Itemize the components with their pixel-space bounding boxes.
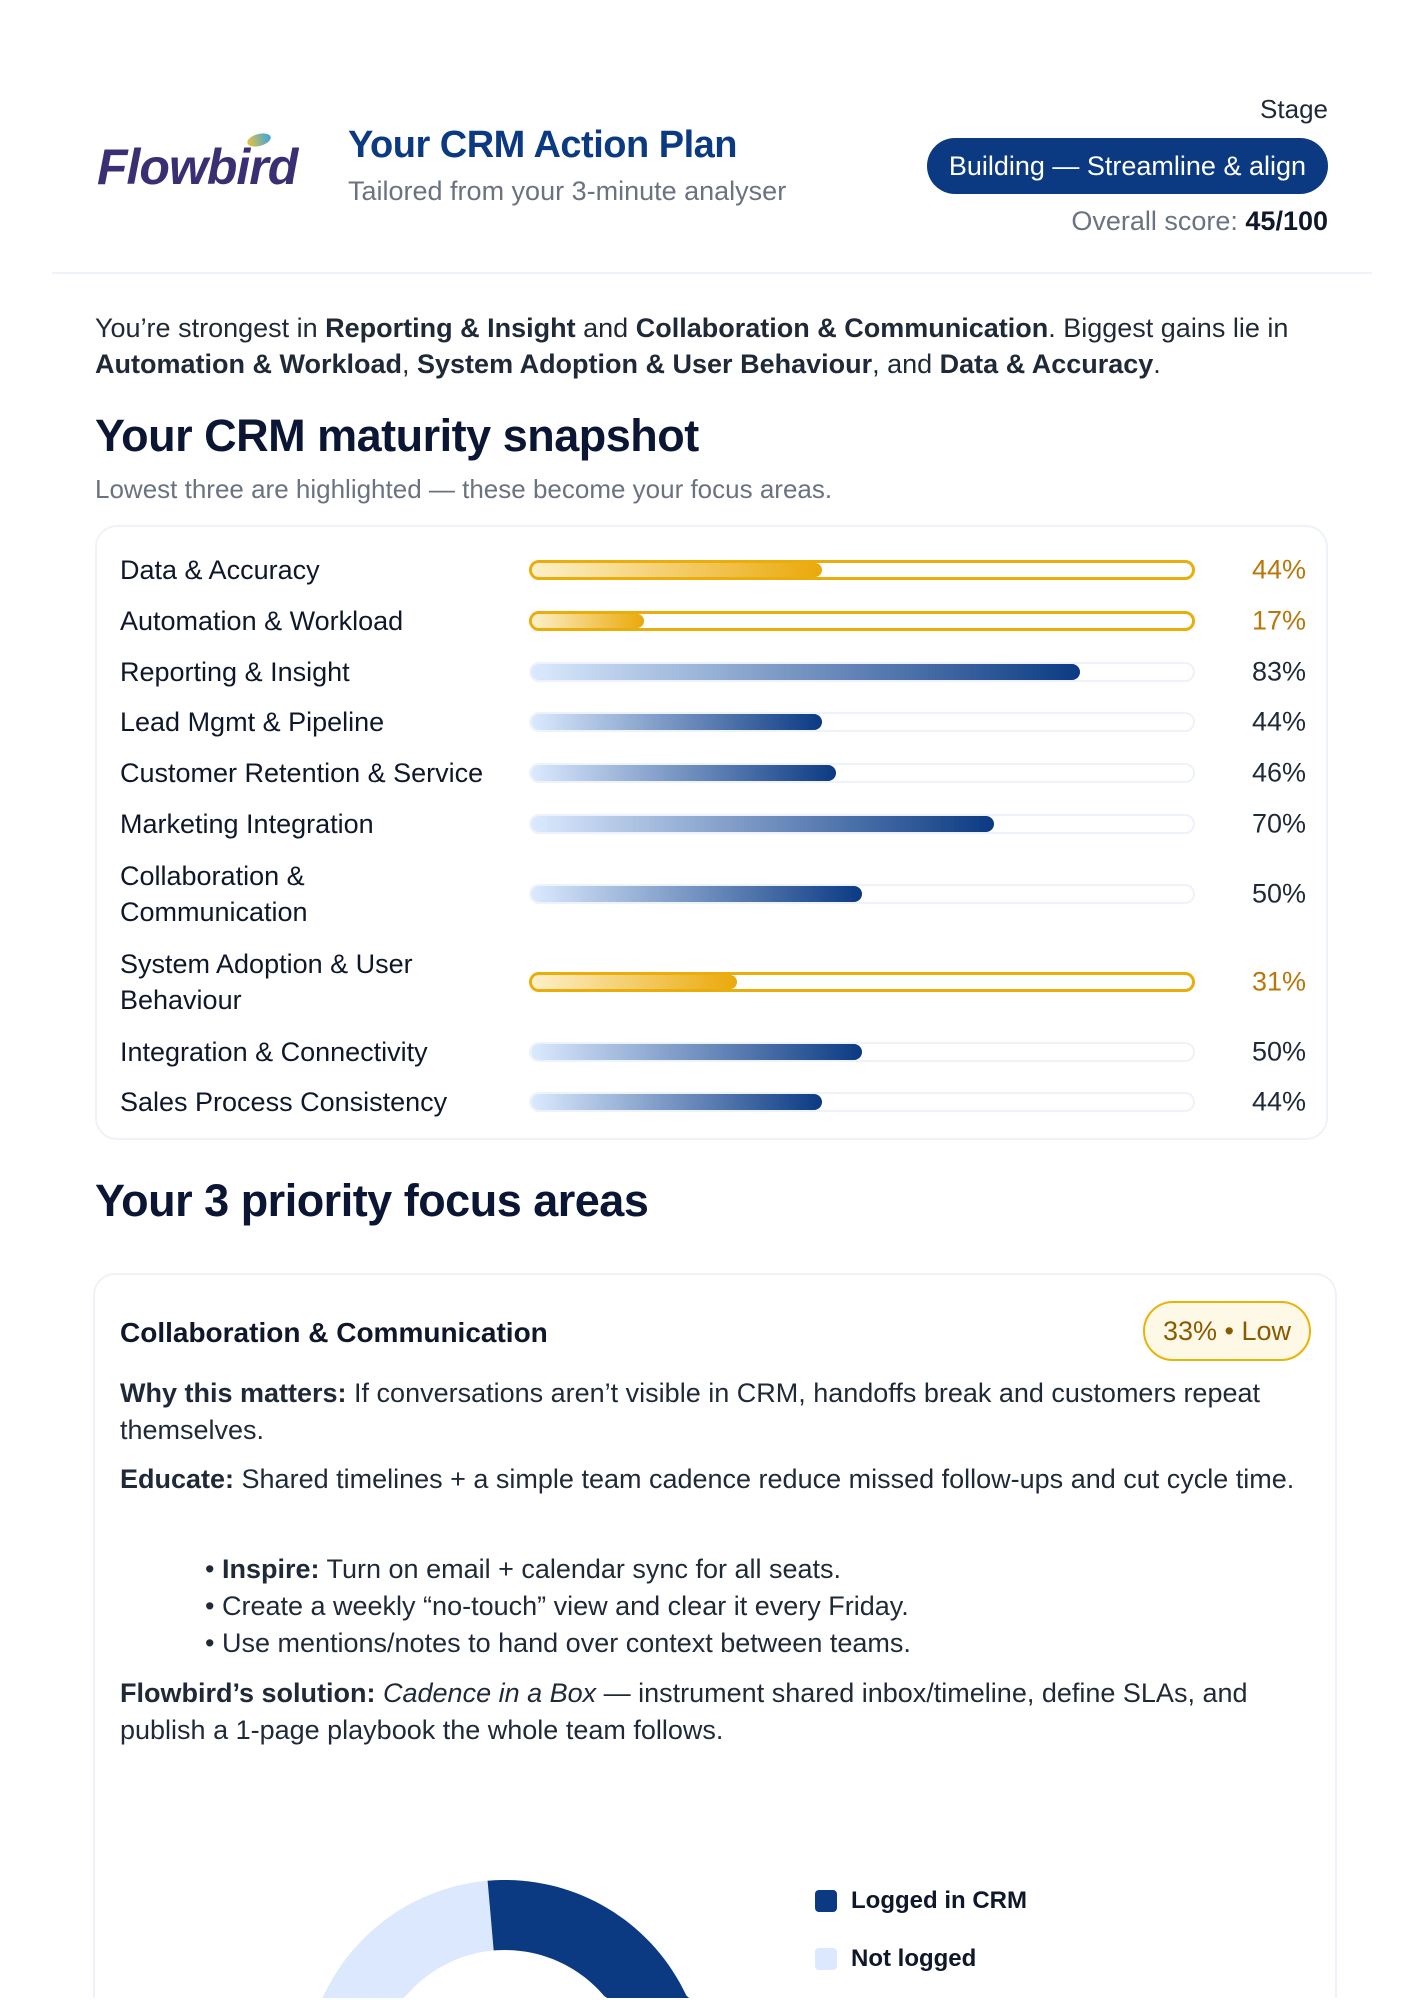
legend-swatch <box>815 1890 837 1912</box>
progress-fill <box>531 664 1081 680</box>
row-percent: 44% <box>1251 706 1306 737</box>
score-badge: 33% • Low <box>1142 1301 1311 1361</box>
row-percent: 50% <box>1251 878 1306 909</box>
progress-bar <box>529 611 1195 631</box>
progress-fill <box>531 816 995 832</box>
why-text: Why this matters: If conversations aren’… <box>120 1378 1260 1445</box>
educate-text: Educate: Shared timelines + a simple tea… <box>120 1464 1295 1494</box>
row-percent: 50% <box>1251 1036 1306 1067</box>
row-label: Sales Process Consistency <box>120 1087 448 1117</box>
progress-bar <box>529 1092 1195 1112</box>
progress-bar <box>529 814 1195 834</box>
row-label: Automation & Workload <box>120 606 404 636</box>
progress-bar <box>529 560 1195 580</box>
progress-bar <box>529 712 1195 732</box>
row-percent: 31% <box>1251 966 1306 997</box>
progress-bar <box>529 763 1195 783</box>
row-label: Marketing Integration <box>120 809 374 839</box>
row-percent: 46% <box>1251 757 1306 788</box>
row-label: Collaboration & Communication <box>120 861 308 927</box>
progress-fill <box>532 614 645 628</box>
progress-bar <box>529 662 1195 682</box>
row-label: Data & Accuracy <box>120 555 320 585</box>
list-item: • Create a weekly “no-touch” view and cl… <box>205 1591 909 1621</box>
row-percent: 44% <box>1251 1086 1306 1117</box>
row-label: Lead Mgmt & Pipeline <box>120 707 385 737</box>
snapshot-heading: Your CRM maturity snapshot <box>95 410 699 461</box>
row-percent: 83% <box>1251 656 1306 687</box>
overall-score: Overall score: 45/100 <box>1071 206 1328 236</box>
progress-fill <box>532 975 737 989</box>
snapshot-card: Data & Accuracy 44% Automation & Workload… <box>95 525 1328 1140</box>
row-label: Reporting & Insight <box>120 657 350 687</box>
progress-fill <box>531 765 836 781</box>
progress-bar <box>529 884 1195 904</box>
stage-badge: Building — Streamline & align <box>926 138 1328 194</box>
progress-fill <box>531 1094 823 1110</box>
progress-fill <box>531 714 823 730</box>
legend-not-logged: Not logged <box>815 1945 976 1973</box>
focus-heading: Your 3 priority focus areas <box>95 1175 649 1226</box>
list-item: • Use mentions/notes to hand over contex… <box>205 1628 911 1658</box>
solution-text: Flowbird’s solution: Cadence in a Box — … <box>120 1678 1248 1745</box>
progress-bar <box>529 1042 1195 1062</box>
summary-text: You’re strongest in Reporting & Insight … <box>95 313 1289 379</box>
row-percent: 17% <box>1251 605 1306 636</box>
row-label: Integration & Connectivity <box>120 1037 428 1067</box>
donut-chart <box>305 1880 705 1998</box>
flowbird-logo: Flowbird <box>97 131 298 196</box>
donut-slice-logged <box>487 1880 705 1998</box>
page-title: Your CRM Action Plan <box>348 124 738 166</box>
list-item: • Inspire: Turn on email + calendar sync… <box>205 1554 842 1584</box>
progress-fill <box>532 563 823 577</box>
focus-card: Collaboration & Communication 33% • Low … <box>93 1273 1337 1998</box>
divider <box>52 272 1372 274</box>
row-percent: 44% <box>1251 554 1306 585</box>
progress-fill <box>531 886 862 902</box>
progress-bar <box>529 972 1195 992</box>
row-label: Customer Retention & Service <box>120 758 484 788</box>
row-label: System Adoption & User Behaviour <box>120 949 413 1015</box>
focus-card-title: Collaboration & Communication <box>120 1317 548 1348</box>
page-subtitle: Tailored from your 3-minute analyser <box>348 176 787 206</box>
snapshot-note: Lowest three are highlighted — these bec… <box>95 474 833 504</box>
progress-fill <box>531 1044 862 1060</box>
row-percent: 70% <box>1251 808 1306 839</box>
legend-logged: Logged in CRM <box>815 1887 1027 1915</box>
legend-swatch <box>815 1948 837 1970</box>
stage-label: Stage <box>1260 94 1328 124</box>
